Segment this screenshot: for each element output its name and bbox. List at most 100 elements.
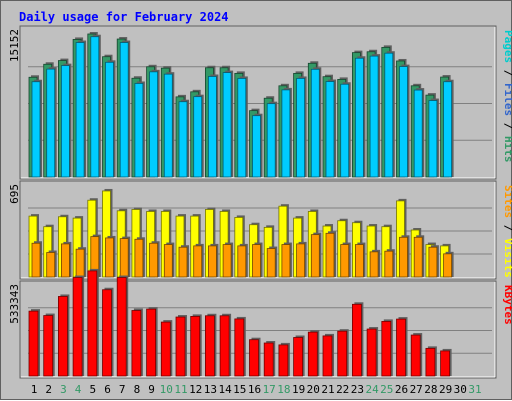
bar-files-day-18	[281, 87, 292, 178]
bar-files-day-22	[340, 82, 351, 178]
bar-sites-day-23	[354, 242, 366, 278]
bar-sites-day-3	[61, 241, 72, 278]
legend-kbytes: KBytes	[502, 285, 512, 325]
bar-sites-day-16	[252, 242, 263, 278]
bar-files-day-25	[384, 51, 395, 178]
bar-files-day-8	[134, 81, 145, 178]
bar-sites-day-2	[46, 250, 57, 278]
day-label-29: 29	[439, 383, 452, 396]
day-label-5: 5	[89, 383, 96, 396]
legend-files: Files	[502, 83, 512, 116]
max-value-label: 15152	[8, 29, 21, 62]
day-label-20: 20	[307, 383, 320, 396]
bar-kbytes-day-3	[58, 294, 70, 377]
bar-sites-day-27	[413, 235, 425, 278]
day-label-3: 3	[60, 383, 67, 396]
bar-files-day-13	[207, 74, 219, 178]
bar-sites-day-12	[193, 243, 204, 278]
day-label-6: 6	[104, 383, 111, 396]
bar-kbytes-day-6	[102, 287, 114, 377]
bar-kbytes-day-2	[43, 313, 55, 377]
bar-kbytes-day-25	[381, 319, 393, 377]
bar-kbytes-day-11	[175, 315, 187, 377]
bar-kbytes-day-10	[160, 320, 173, 377]
day-label-14: 14	[218, 383, 232, 396]
bar-sites-day-28	[428, 245, 439, 278]
day-label-4: 4	[75, 383, 82, 396]
bar-files-day-23	[354, 56, 366, 178]
bar-kbytes-day-9	[146, 307, 158, 377]
day-label-8: 8	[134, 383, 141, 396]
bar-kbytes-day-26	[396, 317, 408, 377]
bar-kbytes-day-21	[322, 333, 334, 377]
bar-sites-day-21	[325, 231, 336, 278]
bar-kbytes-day-7	[116, 275, 129, 377]
bar-files-day-4	[75, 40, 87, 178]
day-label-13: 13	[204, 383, 217, 396]
bar-kbytes-day-24	[366, 327, 379, 377]
day-label-2: 2	[45, 383, 52, 396]
bar-sites-day-14	[222, 242, 234, 278]
series-legend: Pages / Files / Hits	[502, 30, 512, 163]
bar-kbytes-day-19	[293, 335, 305, 377]
bar-kbytes-day-12	[190, 314, 202, 377]
legend-hits: Hits	[502, 136, 512, 163]
bar-files-day-27	[413, 88, 425, 178]
bar-sites-day-18	[281, 242, 292, 278]
day-label-27: 27	[410, 383, 423, 396]
bar-sites-day-13	[207, 243, 219, 278]
bar-sites-day-1	[31, 241, 42, 278]
bar-sites-day-20	[310, 232, 322, 278]
bar-files-day-10	[163, 72, 175, 178]
day-label-11: 11	[174, 383, 187, 396]
day-label-23: 23	[351, 383, 364, 396]
day-label-22: 22	[336, 383, 349, 396]
bar-kbytes-day-4	[72, 275, 85, 377]
bar-sites-day-10	[163, 242, 175, 278]
bar-sites-day-19	[296, 241, 307, 278]
bar-files-day-14	[222, 70, 234, 178]
bar-kbytes-day-17	[263, 341, 276, 377]
bar-sites-day-8	[134, 237, 145, 278]
series-legend: KBytes	[502, 285, 512, 325]
bar-kbytes-day-16	[249, 337, 261, 377]
day-label-15: 15	[233, 383, 246, 396]
bar-files-day-17	[266, 101, 278, 178]
bar-files-day-12	[193, 94, 204, 178]
series-legend: Sites / Visits	[502, 185, 512, 278]
bar-files-day-11	[178, 99, 189, 178]
bar-kbytes-day-8	[131, 308, 143, 377]
bar-sites-day-26	[399, 235, 410, 278]
bar-sites-day-7	[119, 236, 131, 278]
bar-sites-day-25	[384, 249, 395, 278]
bar-sites-day-24	[369, 249, 381, 278]
bar-files-day-9	[149, 69, 160, 178]
bar-kbytes-day-13	[204, 313, 217, 377]
panel-requests: 15152 Pages / Files / Hits	[8, 25, 512, 180]
bar-kbytes-day-28	[425, 346, 437, 377]
day-label-31: 31	[468, 383, 481, 396]
legend-visits: Visits	[502, 238, 512, 278]
bar-files-day-26	[399, 64, 410, 178]
bar-kbytes-day-15	[234, 316, 246, 377]
bar-kbytes-day-1	[28, 309, 40, 377]
bar-kbytes-day-29	[440, 348, 452, 377]
bar-sites-day-11	[178, 245, 189, 278]
bar-files-day-6	[105, 60, 116, 178]
bar-files-day-16	[252, 113, 263, 178]
bar-kbytes-day-5	[87, 268, 99, 377]
bar-files-day-20	[310, 67, 322, 178]
bar-kbytes-day-23	[351, 302, 364, 377]
bar-files-day-5	[90, 34, 101, 178]
day-label-30: 30	[454, 383, 467, 396]
bar-kbytes-day-14	[219, 313, 232, 377]
panel-visits: 695 Sites / Visits	[8, 180, 512, 280]
day-label-17: 17	[263, 383, 276, 396]
day-label-19: 19	[292, 383, 305, 396]
day-label-28: 28	[424, 383, 437, 396]
bar-files-day-3	[61, 63, 72, 178]
bar-sites-day-29	[443, 251, 454, 278]
day-label-10: 10	[160, 383, 173, 396]
